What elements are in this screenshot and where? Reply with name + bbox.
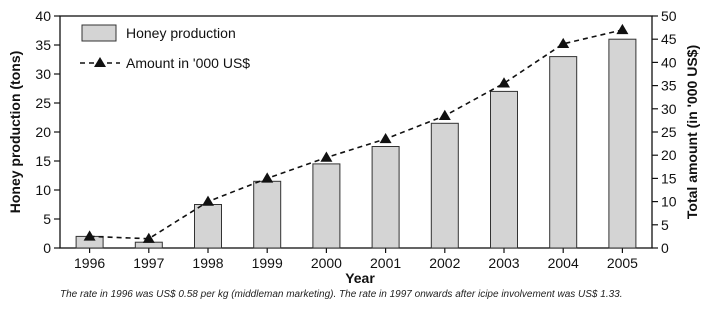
y-right-tick-label: 30 [661, 101, 677, 117]
x-tick-label: 2001 [370, 255, 401, 271]
bar-honey-production [312, 163, 341, 249]
y-right-tick-label: 35 [661, 78, 677, 94]
x-tick-label: 2003 [488, 255, 519, 271]
y-axis-left-title: Honey production (tons) [7, 51, 23, 214]
bar-honey-production [253, 180, 282, 249]
bar-honey-production [134, 241, 163, 249]
legend-label-amount: Amount in '000 US$ [126, 55, 250, 71]
y-right-tick-label: 40 [661, 54, 677, 70]
y-left-tick-label: 30 [35, 66, 51, 82]
x-tick-label: 1999 [252, 255, 283, 271]
x-tick-label: 2000 [311, 255, 342, 271]
point-amount-usd [498, 77, 510, 88]
chart-container: Honey production (tons) Total amount (in… [7, 8, 700, 285]
point-amount-usd [438, 109, 451, 120]
y-left-tick-label: 15 [35, 153, 51, 169]
x-tick-label: 1998 [192, 255, 223, 271]
y-right-tick-label: 10 [661, 194, 677, 210]
legend-marker-amount [94, 57, 106, 67]
point-amount-usd [142, 232, 155, 243]
y-right-tick-label: 5 [661, 217, 669, 233]
y-left-tick-label: 0 [43, 240, 51, 256]
point-amount-usd [83, 230, 96, 241]
x-tick-label: 2002 [429, 255, 460, 271]
legend-label-honey: Honey production [126, 25, 236, 41]
y-left-tick-label: 35 [35, 37, 51, 53]
point-amount-usd [320, 151, 333, 162]
point-amount-usd [261, 172, 274, 183]
y-left-tick-label: 20 [35, 124, 51, 140]
x-axis-title: Year [345, 270, 375, 285]
bar-honey-production [430, 122, 459, 249]
x-tick-label: 2004 [548, 255, 579, 271]
bar-honey-production [490, 90, 518, 249]
point-amount-usd [202, 195, 214, 206]
bar-honey-production [371, 146, 400, 249]
y-right-tick-label: 45 [661, 31, 677, 47]
y-left-tick-label: 40 [35, 8, 51, 24]
legend-swatch-honey [81, 24, 117, 42]
y-right-tick-label: 50 [661, 8, 677, 24]
point-amount-usd [557, 37, 570, 49]
footnote: The rate in 1996 was US$ 0.58 per kg (mi… [60, 289, 623, 300]
y-left-tick-label: 10 [35, 182, 51, 198]
y-left-tick-label: 5 [43, 211, 51, 227]
point-amount-usd [616, 23, 629, 35]
y-axis-right-title: Total amount (in '000 US$) [684, 45, 700, 219]
chart-svg: Honey production (tons) Total amount (in… [7, 8, 700, 285]
bar-honey-production [608, 38, 637, 249]
x-tick-label: 2005 [607, 255, 638, 271]
y-right-tick-label: 25 [661, 124, 677, 140]
y-right-tick-label: 0 [661, 240, 669, 256]
x-tick-label: 1996 [74, 255, 105, 271]
y-right-tick-label: 15 [661, 170, 677, 186]
line-amount-usd [89, 29, 623, 240]
x-tick-label: 1997 [133, 255, 164, 271]
y-left-tick-label: 25 [35, 95, 51, 111]
bar-honey-production [194, 204, 222, 249]
bar-honey-production [549, 56, 578, 249]
point-amount-usd [379, 132, 392, 144]
y-right-tick-label: 20 [661, 147, 677, 163]
